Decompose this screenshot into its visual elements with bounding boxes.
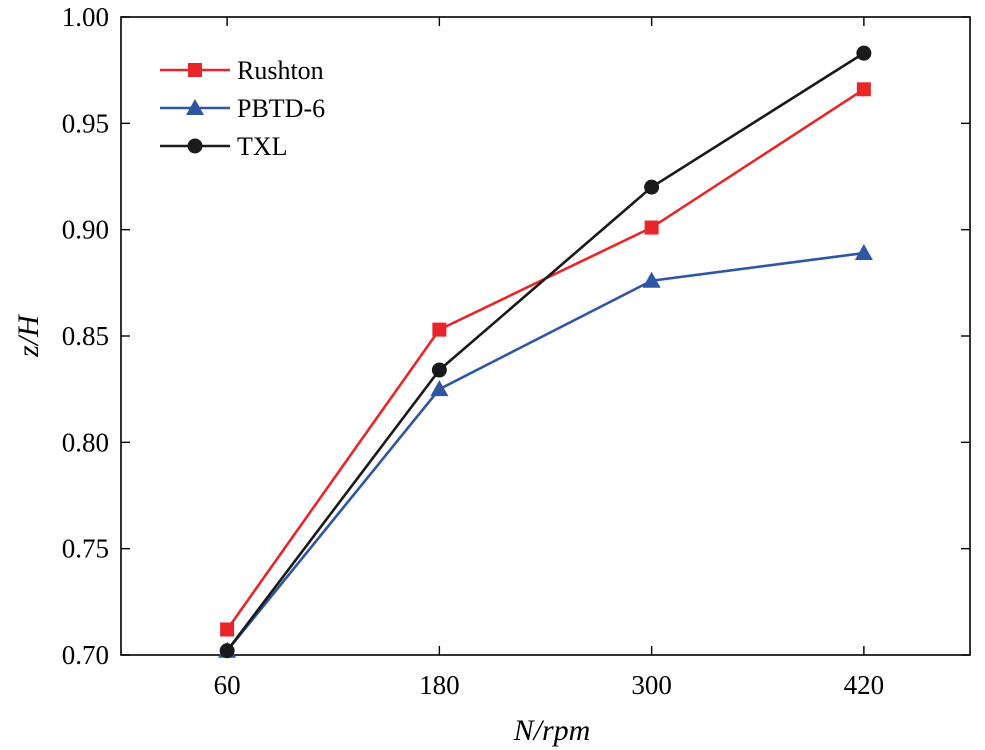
legend-marker-txl [187, 138, 203, 154]
x-axis: 60 180 300 420 [214, 17, 885, 700]
series-layer [218, 45, 873, 659]
legend-label-txl: TXL [237, 132, 288, 161]
series-line-txl [226, 52, 865, 652]
data-point-rushton [220, 622, 235, 637]
y-tick-label: 0.70 [62, 640, 109, 670]
data-point-rushton [856, 82, 871, 97]
data-point-pbtd-6 [854, 244, 873, 261]
data-point-pbtd-6 [430, 380, 449, 397]
data-point-txl [431, 362, 447, 378]
y-tick-label: 1.00 [62, 2, 109, 32]
data-point-rushton [644, 220, 659, 235]
x-axis-title: N/rpm [513, 714, 591, 747]
legend-marker-pbtd-6 [186, 99, 204, 115]
x-tick-label: 180 [419, 670, 460, 700]
y-tick-label: 0.90 [62, 215, 109, 245]
y-tick-label: 0.75 [62, 534, 109, 564]
data-point-txl [219, 643, 235, 659]
legend: Rushton PBTD-6 TXL [160, 56, 325, 161]
legend-label-pbtd-6: PBTD-6 [237, 94, 325, 123]
y-tick-label: 0.85 [62, 321, 109, 351]
series-line-pbtd-6 [226, 251, 865, 652]
data-point-txl [644, 179, 660, 195]
x-tick-label: 60 [214, 670, 241, 700]
y-axis-title: z/H [12, 313, 45, 358]
x-tick-label: 420 [844, 670, 885, 700]
legend-label-rushton: Rushton [237, 56, 324, 85]
y-tick-label: 0.80 [62, 427, 109, 457]
legend-marker-rushton [188, 63, 202, 77]
x-tick-label: 300 [631, 670, 672, 700]
y-tick-label: 0.95 [62, 108, 109, 138]
data-point-txl [856, 45, 872, 61]
y-axis: 0.70 0.75 0.80 0.85 0.90 0.95 1.00 [62, 2, 970, 670]
data-point-pbtd-6 [642, 271, 661, 288]
series-line-rushton [226, 88, 865, 631]
data-point-rushton [432, 322, 447, 337]
